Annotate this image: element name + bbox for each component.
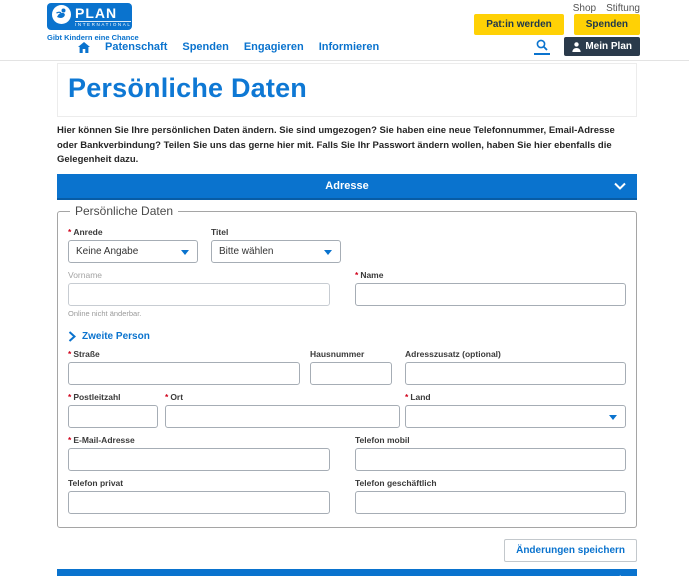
main-nav: Patenschaft Spenden Engagieren Informier… <box>78 41 379 53</box>
logo-tagline: Gibt Kindern eine Chance <box>47 33 139 42</box>
telefon-privat-input[interactable] <box>68 491 330 515</box>
hausnummer-label: Hausnummer <box>310 349 365 360</box>
telefon-mobil-label: Telefon mobil <box>355 435 410 446</box>
zweite-person-toggle[interactable]: Zweite Person <box>68 331 626 342</box>
vorname-input <box>68 283 330 307</box>
home-icon[interactable] <box>78 41 90 53</box>
utility-links: Shop Stiftung <box>573 3 640 14</box>
telefon-mobil-input[interactable] <box>355 448 626 472</box>
chevron-right-icon <box>68 331 76 342</box>
required-marker: * <box>355 270 359 281</box>
accordion-adresse-label: Adresse <box>325 180 369 193</box>
postleitzahl-input[interactable] <box>68 405 158 429</box>
row-anrede-titel: * Anrede Keine Angabe Titel Bitte wählen <box>68 227 626 264</box>
anrede-label: * Anrede <box>68 227 103 238</box>
personal-data-fieldset: Persönliche Daten * Anrede Keine Angabe T… <box>57 204 637 529</box>
nav-item-engagieren[interactable]: Engagieren <box>243 41 304 53</box>
title-card: Persönliche Daten <box>57 63 637 117</box>
strasse-label: * Straße <box>68 349 100 360</box>
land-select[interactable] <box>405 405 626 429</box>
vorname-label: Vorname <box>68 270 103 281</box>
collapsed-accordions: Bankverbindung Regelmäßige Spenden Passw… <box>57 569 637 576</box>
search-icon[interactable] <box>534 39 551 56</box>
telefon-privat-label: Telefon privat <box>68 478 124 489</box>
postleitzahl-label: * Postleitzahl <box>68 392 121 403</box>
spenden-button[interactable]: Spenden <box>573 14 640 35</box>
accordion-adresse[interactable]: Adresse <box>57 174 637 201</box>
name-input[interactable] <box>355 283 626 307</box>
row-telefon: Telefon privat Telefon geschäftlich <box>68 478 626 515</box>
ort-input[interactable] <box>165 405 400 429</box>
plan-logo[interactable]: PLAN INTERNATIONAL <box>47 3 132 30</box>
patin-werden-button[interactable]: Pat:in werden <box>474 14 564 35</box>
required-marker: * <box>68 392 72 403</box>
logo-brand-text: PLAN <box>75 4 118 21</box>
row-email-mobil: * E-Mail-Adresse Telefon mobil <box>68 435 626 472</box>
land-label: * Land <box>405 392 431 403</box>
titel-select[interactable]: Bitte wählen <box>211 240 341 264</box>
nav-item-informieren[interactable]: Informieren <box>318 41 380 53</box>
email-input[interactable] <box>68 448 330 472</box>
adresszusatz-input[interactable] <box>405 362 626 386</box>
telefon-geschaeftlich-label: Telefon geschäftlich <box>355 478 437 489</box>
logo-child-icon <box>51 4 72 30</box>
ort-label: * Ort <box>165 392 184 403</box>
hausnummer-input[interactable] <box>310 362 392 386</box>
vorname-note: Online nicht änderbar. <box>68 309 142 319</box>
fieldset-legend: Persönliche Daten <box>75 204 174 219</box>
mein-plan-label: Mein Plan <box>585 41 632 52</box>
search-active-indicator <box>534 53 551 55</box>
telefon-geschaeftlich-input[interactable] <box>355 491 626 515</box>
user-icon <box>572 41 582 52</box>
main-content: Persönliche Daten Hier können Sie Ihre p… <box>57 63 637 576</box>
required-marker: * <box>165 392 169 403</box>
site-header: PLAN INTERNATIONAL Gibt Kindern eine Cha… <box>0 0 689 61</box>
save-changes-button[interactable]: Änderungen speichern <box>504 539 637 563</box>
logo-sub-text: INTERNATIONAL <box>75 20 132 27</box>
name-label: * Name <box>355 270 384 281</box>
row-vorname-name: Vorname Online nicht änderbar. * Name <box>68 270 626 318</box>
row-plz-ort-land: * Postleitzahl * Ort * Land <box>68 392 626 429</box>
strasse-input[interactable] <box>68 362 300 386</box>
account-area: Mein Plan <box>534 37 640 56</box>
required-marker: * <box>68 435 72 446</box>
required-marker: * <box>68 349 72 360</box>
row-strasse: * Straße Hausnummer Adresszusatz (optiona… <box>68 349 626 386</box>
anrede-select[interactable]: Keine Angabe <box>68 240 198 264</box>
required-marker: * <box>405 392 409 403</box>
titel-label: Titel <box>211 227 229 238</box>
email-label: * E-Mail-Adresse <box>68 435 135 446</box>
chevron-down-icon <box>614 182 626 191</box>
stiftung-link[interactable]: Stiftung <box>606 3 640 14</box>
shop-link[interactable]: Shop <box>572 3 597 14</box>
adresszusatz-label: Adresszusatz (optional) <box>405 349 501 360</box>
zweite-person-label: Zweite Person <box>82 331 150 343</box>
nav-item-spenden[interactable]: Spenden <box>182 41 229 53</box>
cta-buttons: Pat:in werden Spenden <box>474 14 640 35</box>
page-title: Persönliche Daten <box>68 73 307 103</box>
required-marker: * <box>68 227 72 238</box>
mein-plan-button[interactable]: Mein Plan <box>564 37 640 56</box>
intro-text: Hier können Sie Ihre persönlichen Daten … <box>57 125 615 166</box>
nav-item-patenschaft[interactable]: Patenschaft <box>105 41 168 53</box>
save-row: Änderungen speichern <box>57 539 637 563</box>
accordion-bankverbindung[interactable]: Bankverbindung <box>57 569 637 576</box>
